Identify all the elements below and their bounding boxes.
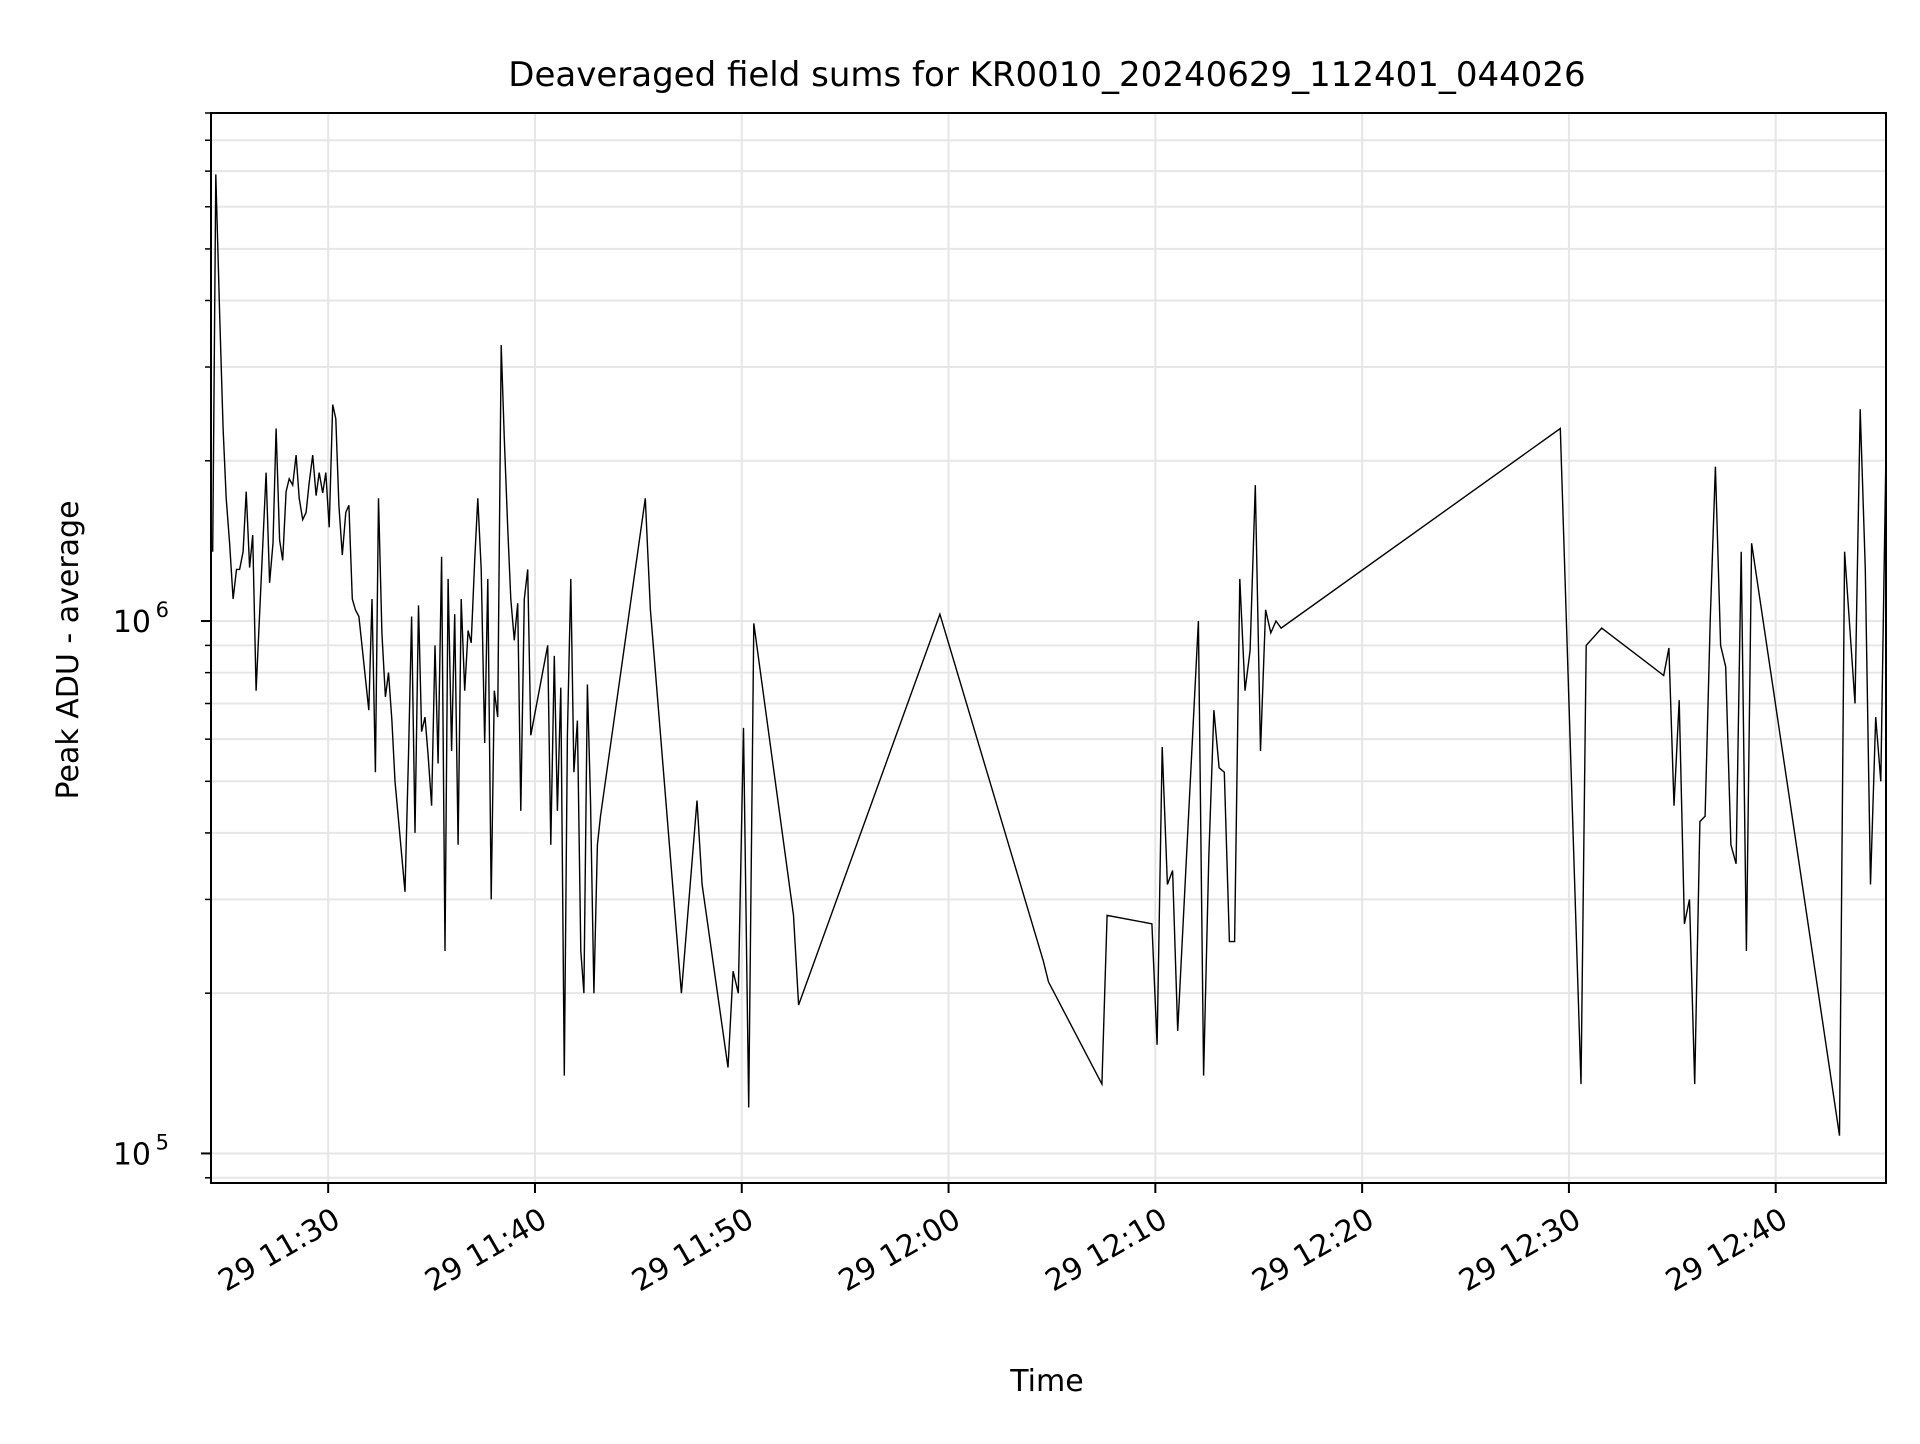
x-axis-label: Time	[1009, 1364, 1083, 1399]
series-line	[212, 174, 1887, 1136]
y-axis-label: Peak ADU - average	[51, 500, 86, 799]
chart-title: Deaveraged field sums for KR0010_2024062…	[508, 55, 1585, 95]
y-tick-label: 10	[113, 1137, 151, 1172]
y-tick-label-exponent: 5	[156, 1130, 169, 1154]
gridlines	[211, 112, 1886, 1183]
series-layer	[212, 174, 1887, 1136]
y-tick-label: 10	[113, 605, 151, 640]
plot-frame	[210, 112, 1887, 1184]
y-tick-label-exponent: 6	[156, 598, 169, 622]
